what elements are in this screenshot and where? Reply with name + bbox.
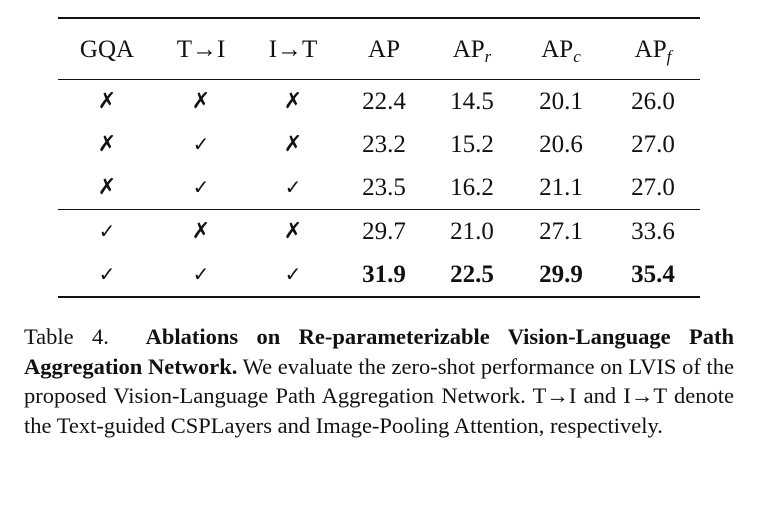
cross-icon: ✗ — [97, 132, 117, 157]
check-icon: ✓ — [98, 219, 116, 243]
header-ap-r: APr — [452, 36, 492, 66]
results-table: GQA T→I I→T AP APr APc APf — [58, 19, 700, 79]
header-ap: AP — [368, 36, 400, 63]
group1-table: ✗ ✗ ✗ 22.4 14.5 20.1 26.0 ✗ ✓ ✗ 23.2 15.2 20.6 27.0 ✗ ✓… — [58, 80, 700, 209]
cross-icon: ✗ — [191, 219, 211, 244]
caption-label: Table 4. — [24, 324, 109, 349]
value-cell: 15.2 — [450, 131, 494, 158]
header-t2i: T→I — [176, 36, 226, 63]
header-rule — [58, 79, 700, 80]
cross-icon: ✗ — [283, 219, 303, 244]
value-cell: 21.1 — [539, 174, 583, 201]
value-cell: 33.6 — [631, 218, 675, 245]
value-cell: 21.0 — [450, 218, 494, 245]
value-cell: 20.1 — [539, 88, 583, 115]
value-cell: 22.4 — [362, 88, 406, 115]
header-ap-c: APc — [541, 36, 581, 66]
cross-icon: ✗ — [283, 132, 303, 157]
bottom-rule — [58, 296, 700, 298]
value-cell: 23.2 — [362, 131, 406, 158]
header-row: GQA T→I I→T AP APr APc APf — [58, 19, 700, 79]
check-icon: ✓ — [192, 132, 210, 156]
value-cell: 14.5 — [450, 88, 494, 115]
table-row: ✗ ✓ ✗ 23.2 15.2 20.6 27.0 — [58, 123, 700, 166]
check-icon: ✓ — [98, 262, 116, 286]
value-cell: 16.2 — [450, 174, 494, 201]
cross-icon: ✗ — [97, 175, 117, 200]
table-row: ✗ ✓ ✓ 23.5 16.2 21.1 27.0 — [58, 166, 700, 209]
value-cell: 29.9 — [539, 261, 583, 288]
cross-icon: ✗ — [283, 89, 303, 114]
group-rule — [58, 209, 700, 210]
table-row: ✓ ✗ ✗ 29.7 21.0 27.1 33.6 — [58, 210, 700, 253]
caption-title: Ablations on Re-parameterizable Vision-L… — [24, 324, 734, 379]
table-caption: Table 4. Ablations on Re-parameterizable… — [24, 322, 734, 440]
value-cell: 27.0 — [631, 131, 675, 158]
caption-text: We evaluate the zero-shot performance on… — [24, 353, 734, 438]
check-icon: ✓ — [192, 175, 210, 199]
value-cell: 20.6 — [539, 131, 583, 158]
value-cell: 23.5 — [362, 174, 406, 201]
check-icon: ✓ — [284, 175, 302, 199]
value-cell: 27.0 — [631, 174, 675, 201]
check-icon: ✓ — [192, 262, 210, 286]
value-cell: 22.5 — [450, 261, 494, 288]
group1-body: ✗ ✗ ✗ 22.4 14.5 20.1 26.0 ✗ ✓ ✗ 23.2 15.2 20.6 27.0 ✗ ✓… — [58, 80, 700, 209]
value-cell: 29.7 — [362, 218, 406, 245]
value-cell: 35.4 — [631, 261, 675, 288]
cross-icon: ✗ — [97, 89, 117, 114]
group2-table: ✓ ✗ ✗ 29.7 21.0 27.1 33.6 ✓ ✓ ✓ 31.9 22.5 29.9 35.4 — [58, 210, 700, 296]
check-icon: ✓ — [284, 262, 302, 286]
value-cell: 26.0 — [631, 88, 675, 115]
ablation-table: GQA T→I I→T AP APr APc APf ✗ ✗ ✗ 22.4 14.5 20… — [58, 17, 700, 298]
header-ap-f: APf — [634, 36, 672, 66]
top-rule — [58, 17, 700, 19]
table-row: ✗ ✗ ✗ 22.4 14.5 20.1 26.0 — [58, 80, 700, 123]
header-gqa: GQA — [79, 36, 135, 63]
table-row: ✓ ✓ ✓ 31.9 22.5 29.9 35.4 — [58, 253, 700, 296]
header-i2t: I→T — [268, 36, 318, 63]
cross-icon: ✗ — [191, 89, 211, 114]
value-cell: 27.1 — [539, 218, 583, 245]
value-cell: 31.9 — [362, 261, 406, 288]
group2-body: ✓ ✗ ✗ 29.7 21.0 27.1 33.6 ✓ ✓ ✓ 31.9 22.5 29.9 35.4 — [58, 210, 700, 296]
